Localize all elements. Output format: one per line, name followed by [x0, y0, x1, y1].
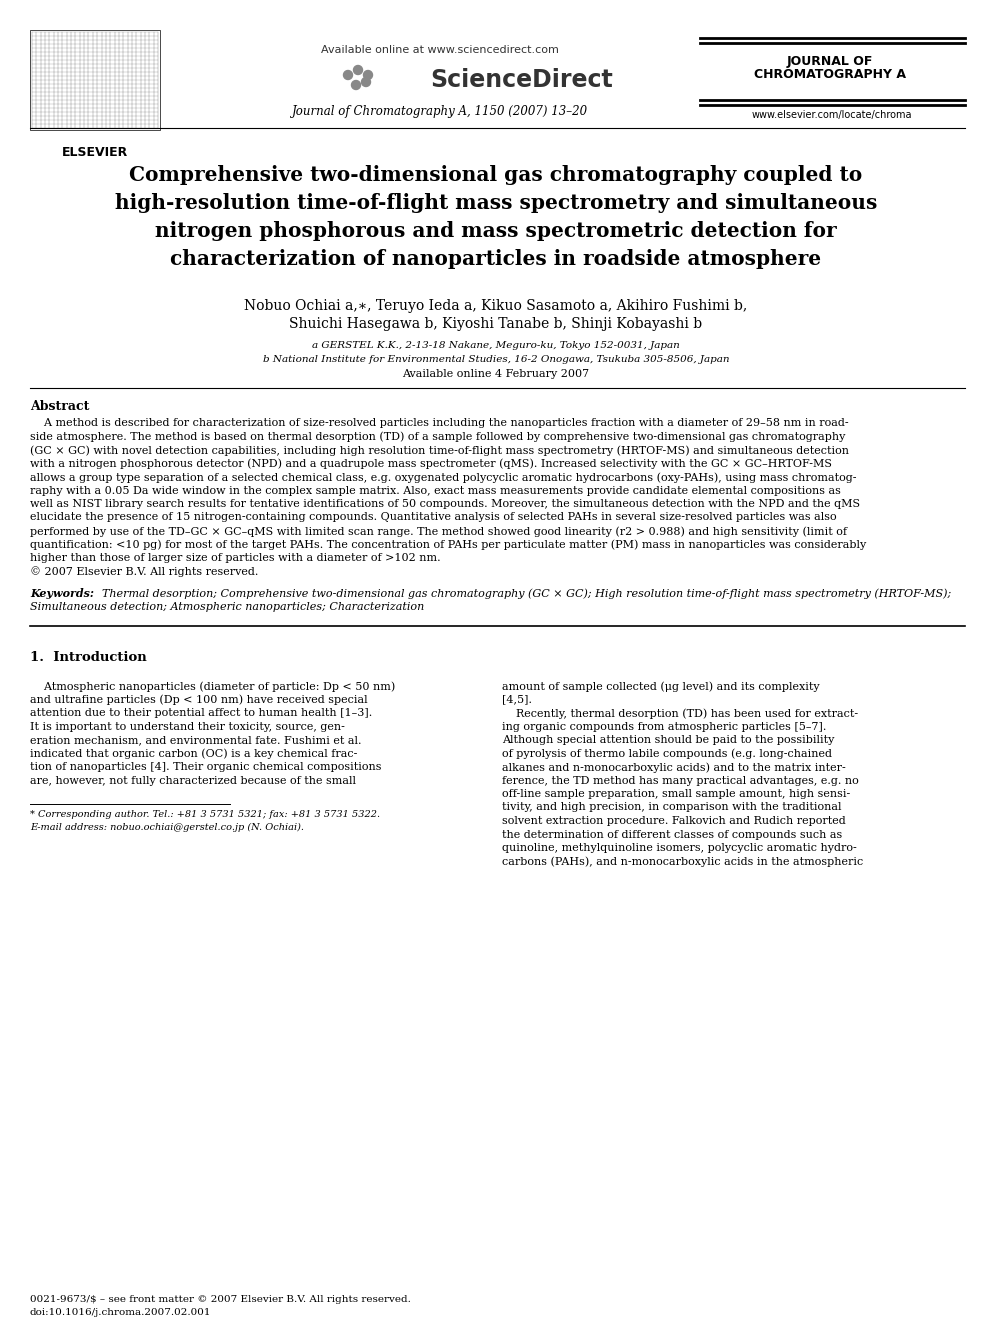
Text: high-resolution time-of-flight mass spectrometry and simultaneous: high-resolution time-of-flight mass spec… [115, 193, 877, 213]
Text: characterization of nanoparticles in roadside atmosphere: characterization of nanoparticles in roa… [171, 249, 821, 269]
Text: are, however, not fully characterized because of the small: are, however, not fully characterized be… [30, 775, 356, 786]
Text: tivity, and high precision, in comparison with the traditional: tivity, and high precision, in compariso… [502, 803, 841, 812]
Text: Although special attention should be paid to the possibility: Although special attention should be pai… [502, 736, 834, 745]
Text: doi:10.1016/j.chroma.2007.02.001: doi:10.1016/j.chroma.2007.02.001 [30, 1308, 211, 1316]
Text: 0021-9673/$ – see front matter © 2007 Elsevier B.V. All rights reserved.: 0021-9673/$ – see front matter © 2007 El… [30, 1295, 411, 1304]
Text: alkanes and n-monocarboxylic acids) and to the matrix inter-: alkanes and n-monocarboxylic acids) and … [502, 762, 846, 773]
Text: (GC × GC) with novel detection capabilities, including high resolution time-of-f: (GC × GC) with novel detection capabilit… [30, 445, 849, 455]
Circle shape [363, 70, 373, 79]
Text: raphy with a 0.05 Da wide window in the complex sample matrix. Also, exact mass : raphy with a 0.05 Da wide window in the … [30, 486, 841, 496]
Text: Nobuo Ochiai a,∗, Teruyo Ieda a, Kikuo Sasamoto a, Akihiro Fushimi b,: Nobuo Ochiai a,∗, Teruyo Ieda a, Kikuo S… [244, 299, 748, 314]
Text: amount of sample collected (μg level) and its complexity: amount of sample collected (μg level) an… [502, 681, 819, 692]
Text: quinoline, methylquinoline isomers, polycyclic aromatic hydro-: quinoline, methylquinoline isomers, poly… [502, 843, 857, 853]
Text: Thermal desorption; Comprehensive two-dimensional gas chromatography (GC × GC); : Thermal desorption; Comprehensive two-di… [95, 587, 951, 598]
Text: higher than those of larger size of particles with a diameter of >102 nm.: higher than those of larger size of part… [30, 553, 440, 564]
Text: CHROMATOGRAPHY A: CHROMATOGRAPHY A [754, 67, 906, 81]
Text: www.elsevier.com/locate/chroma: www.elsevier.com/locate/chroma [752, 110, 913, 120]
Text: * Corresponding author. Tel.: +81 3 5731 5321; fax: +81 3 5731 5322.: * Corresponding author. Tel.: +81 3 5731… [30, 810, 380, 819]
Circle shape [361, 78, 370, 86]
Text: Available online at www.sciencedirect.com: Available online at www.sciencedirect.co… [321, 45, 558, 56]
Text: eration mechanism, and environmental fate. Fushimi et al.: eration mechanism, and environmental fat… [30, 736, 361, 745]
Text: off-line sample preparation, small sample amount, high sensi-: off-line sample preparation, small sampl… [502, 789, 850, 799]
Text: and ultrafine particles (Dp < 100 nm) have received special: and ultrafine particles (Dp < 100 nm) ha… [30, 695, 368, 705]
Text: Simultaneous detection; Atmospheric nanoparticles; Characterization: Simultaneous detection; Atmospheric nano… [30, 602, 425, 613]
Text: Journal of Chromatography A, 1150 (2007) 13–20: Journal of Chromatography A, 1150 (2007)… [292, 105, 588, 118]
Text: allows a group type separation of a selected chemical class, e.g. oxygenated pol: allows a group type separation of a sele… [30, 472, 856, 483]
Text: Keywords:: Keywords: [30, 587, 94, 599]
Text: indicated that organic carbon (OC) is a key chemical frac-: indicated that organic carbon (OC) is a … [30, 749, 357, 759]
Bar [30, 30, 160, 130]
Text: elucidate the presence of 15 nitrogen-containing compounds. Quantitative analysi: elucidate the presence of 15 nitrogen-co… [30, 512, 836, 523]
Text: of pyrolysis of thermo labile compounds (e.g. long-chained: of pyrolysis of thermo labile compounds … [502, 749, 832, 759]
Text: the determination of different classes of compounds such as: the determination of different classes o… [502, 830, 842, 840]
Text: solvent extraction procedure. Falkovich and Rudich reported: solvent extraction procedure. Falkovich … [502, 816, 846, 826]
Text: ference, the TD method has many practical advantages, e.g. no: ference, the TD method has many practica… [502, 775, 859, 786]
Text: Recently, thermal desorption (TD) has been used for extract-: Recently, thermal desorption (TD) has be… [502, 708, 858, 718]
Text: well as NIST library search results for tentative identifications of 50 compound: well as NIST library search results for … [30, 499, 860, 509]
Text: tion of nanoparticles [4]. Their organic chemical compositions: tion of nanoparticles [4]. Their organic… [30, 762, 382, 773]
Text: Available online 4 February 2007: Available online 4 February 2007 [403, 369, 589, 378]
Text: Abstract: Abstract [30, 400, 89, 413]
Circle shape [351, 81, 360, 90]
Circle shape [343, 70, 352, 79]
Text: carbons (PAHs), and n-monocarboxylic acids in the atmospheric: carbons (PAHs), and n-monocarboxylic aci… [502, 856, 863, 867]
Text: with a nitrogen phosphorous detector (NPD) and a quadrupole mass spectrometer (q: with a nitrogen phosphorous detector (NP… [30, 459, 832, 470]
Text: 1.  Introduction: 1. Introduction [30, 651, 147, 664]
Text: A method is described for characterization of size-resolved particles including : A method is described for characterizati… [30, 418, 848, 429]
Text: JOURNAL OF: JOURNAL OF [787, 56, 873, 67]
Text: performed by use of the TD–GC × GC–qMS with limited scan range. The method showe: performed by use of the TD–GC × GC–qMS w… [30, 527, 847, 537]
Text: Atmospheric nanoparticles (diameter of particle: Dp < 50 nm): Atmospheric nanoparticles (diameter of p… [30, 681, 395, 692]
Text: ScienceDirect: ScienceDirect [430, 67, 613, 93]
Text: side atmosphere. The method is based on thermal desorption (TD) of a sample foll: side atmosphere. The method is based on … [30, 431, 845, 442]
Text: E-mail address: nobuo.ochiai@gerstel.co.jp (N. Ochiai).: E-mail address: nobuo.ochiai@gerstel.co.… [30, 823, 304, 832]
Text: Shuichi Hasegawa b, Kiyoshi Tanabe b, Shinji Kobayashi b: Shuichi Hasegawa b, Kiyoshi Tanabe b, Sh… [290, 318, 702, 331]
Text: ing organic compounds from atmospheric particles [5–7].: ing organic compounds from atmospheric p… [502, 721, 826, 732]
Text: ELSEVIER: ELSEVIER [62, 146, 128, 159]
Text: Comprehensive two-dimensional gas chromatography coupled to: Comprehensive two-dimensional gas chroma… [129, 165, 863, 185]
Text: It is important to understand their toxicity, source, gen-: It is important to understand their toxi… [30, 721, 345, 732]
Text: © 2007 Elsevier B.V. All rights reserved.: © 2007 Elsevier B.V. All rights reserved… [30, 566, 258, 577]
Text: nitrogen phosphorous and mass spectrometric detection for: nitrogen phosphorous and mass spectromet… [155, 221, 837, 241]
Text: attention due to their potential affect to human health [1–3].: attention due to their potential affect … [30, 708, 372, 718]
Text: b National Institute for Environmental Studies, 16-2 Onogawa, Tsukuba 305-8506, : b National Institute for Environmental S… [263, 355, 729, 364]
Text: a GERSTEL K.K., 2-13-18 Nakane, Meguro-ku, Tokyo 152-0031, Japan: a GERSTEL K.K., 2-13-18 Nakane, Meguro-k… [312, 341, 680, 351]
Circle shape [353, 66, 362, 74]
Text: quantification: <10 pg) for most of the target PAHs. The concentration of PAHs p: quantification: <10 pg) for most of the … [30, 540, 866, 550]
Text: [4,5].: [4,5]. [502, 695, 532, 705]
